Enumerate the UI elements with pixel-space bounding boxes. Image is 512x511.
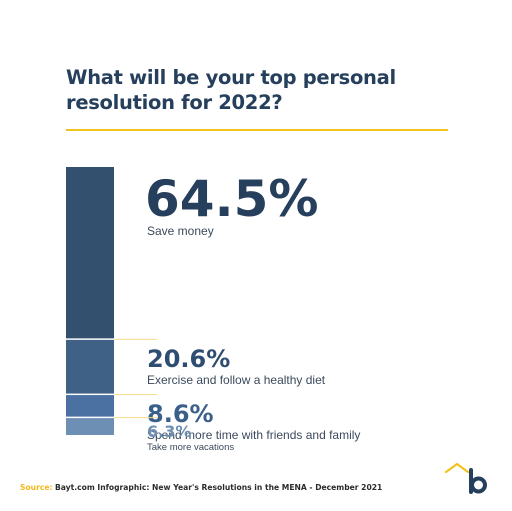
category-label-4: Take more vacations	[147, 442, 234, 453]
category-label-3: Spend more time with friends and family	[147, 428, 360, 442]
value-label-4: 6.3%	[147, 422, 191, 441]
bar-segment-2	[66, 339, 114, 394]
value-label-1: 64.5%	[145, 170, 318, 228]
chart-title-line-2: resolution for 2022?	[66, 91, 283, 114]
source-label: Source:	[20, 483, 53, 492]
chart-title: What will be your top personal resolutio…	[66, 65, 446, 115]
title-divider	[66, 129, 448, 131]
category-label-2: Exercise and follow a healthy diet	[147, 373, 326, 387]
chart-title-line-1: What will be your top personal	[66, 66, 396, 89]
bayt-logo-icon	[444, 462, 487, 494]
value-label-2: 20.6%	[147, 345, 230, 373]
source-note: Source: Bayt.com Infographic: New Year's…	[20, 483, 382, 492]
bar-segment-4	[66, 418, 114, 435]
bar-segment-1	[66, 167, 114, 339]
value-label-3: 8.6%	[147, 400, 214, 428]
bar-segment-3	[66, 395, 114, 417]
source-text: Bayt.com Infographic: New Year's Resolut…	[54, 483, 383, 492]
category-label-1: Save money	[147, 224, 214, 238]
